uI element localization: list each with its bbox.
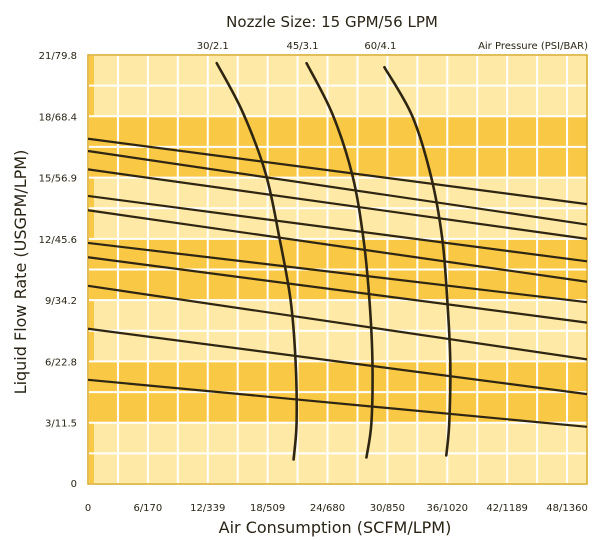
liquid-line-8 [87, 284, 588, 361]
curve-label-2: 45/3.1 [287, 41, 319, 52]
y-axis-title: Liquid Flow Rate (USGPM/LPM) [11, 150, 30, 395]
y-axis-ticks: 0 3/11.5 6/22.8 9/34.2 12/45.6 15/56.9 18/68.4… [39, 51, 77, 490]
air-pressure-curves [215, 61, 452, 461]
x-tick-label-8: 48/1360 [546, 503, 588, 514]
y-tick-label-3: 9/34.2 [45, 296, 77, 307]
x-tick-label-4: 24/680 [310, 503, 345, 514]
curve-labels: 30/2.1 45/3.1 60/4.1 [197, 41, 397, 52]
curve-label-1: 30/2.1 [197, 41, 229, 52]
liquid-line-7 [87, 256, 588, 324]
x-tick-label-6: 36/1020 [427, 503, 469, 514]
liquid-line-2 [87, 149, 588, 226]
y-tick-label-1: 3/11.5 [45, 419, 77, 430]
x-axis-title: Air Consumption (SCFM/LPM) [219, 518, 452, 537]
liquid-line-4 [87, 194, 588, 263]
liquid-line-1 [87, 137, 588, 206]
y-tick-label-0: 0 [71, 479, 77, 490]
air-pressure-legend: Air Pressure (PSI/BAR) [478, 41, 588, 52]
x-tick-label-2: 12/339 [190, 503, 225, 514]
chart-title: Nozzle Size: 15 GPM/56 LPM [226, 13, 438, 31]
x-tick-label-5: 30/850 [370, 503, 405, 514]
x-tick-label-0: 0 [85, 503, 91, 514]
liquid-line-9 [87, 327, 588, 396]
liquid-flow-lines [87, 137, 588, 428]
y-tick-label-4: 12/45.6 [39, 235, 77, 246]
air-pressure-curve-3 [383, 65, 452, 457]
x-tick-label-1: 6/170 [133, 503, 162, 514]
liquid-line-3 [87, 168, 588, 240]
air-pressure-curve-2 [305, 61, 374, 459]
y-tick-label-7: 21/79.8 [39, 51, 77, 62]
y-tick-label-5: 15/56.9 [39, 174, 77, 185]
air-pressure-curve-1 [215, 61, 299, 461]
grid [87, 54, 588, 485]
x-axis-ticks: 0 6/170 12/339 18/509 24/680 30/850 36/1020 42/… [85, 503, 588, 514]
liquid-line-5 [87, 209, 588, 283]
liquid-line-10 [87, 378, 588, 428]
x-tick-label-7: 42/1189 [486, 503, 528, 514]
x-tick-label-3: 18/509 [250, 503, 285, 514]
liquid-line-6 [87, 241, 588, 304]
y-tick-label-6: 18/68.4 [39, 112, 77, 123]
curve-label-3: 60/4.1 [364, 41, 396, 52]
plot-border [87, 54, 588, 485]
y-tick-label-2: 6/22.8 [45, 357, 77, 368]
